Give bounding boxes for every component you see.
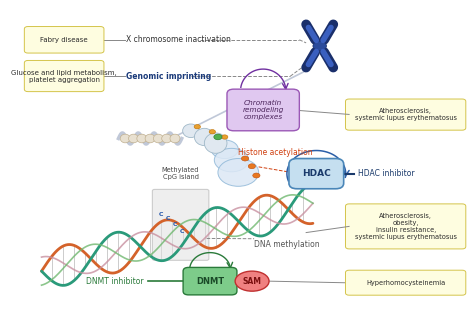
Text: Atherosclerosis,
obesity,
insulin resistance,
systemic lupus erythematosus: Atherosclerosis, obesity, insulin resist… bbox=[355, 213, 456, 240]
Text: Hyperhomocysteinemia: Hyperhomocysteinemia bbox=[366, 280, 445, 286]
Text: C: C bbox=[166, 216, 171, 221]
Text: Glucose and lipid metabolism,
platelet aggregation: Glucose and lipid metabolism, platelet a… bbox=[11, 69, 117, 83]
Text: X chromosome inactivation: X chromosome inactivation bbox=[126, 35, 231, 44]
Ellipse shape bbox=[194, 128, 214, 146]
Ellipse shape bbox=[128, 134, 138, 143]
Text: DNMT inhibitor: DNMT inhibitor bbox=[86, 277, 143, 286]
Text: HDAC inhibitor: HDAC inhibitor bbox=[358, 169, 415, 178]
Ellipse shape bbox=[170, 134, 180, 143]
Text: Chromatin
remodeling
complexes: Chromatin remodeling complexes bbox=[243, 100, 284, 120]
Ellipse shape bbox=[235, 271, 269, 291]
Text: DNMT: DNMT bbox=[196, 277, 224, 286]
Text: C: C bbox=[180, 229, 184, 234]
FancyBboxPatch shape bbox=[152, 189, 209, 260]
Circle shape bbox=[214, 134, 222, 140]
FancyBboxPatch shape bbox=[24, 61, 104, 92]
Text: SAM: SAM bbox=[243, 277, 262, 286]
Circle shape bbox=[214, 148, 249, 172]
FancyBboxPatch shape bbox=[346, 99, 466, 130]
Ellipse shape bbox=[145, 134, 155, 143]
Circle shape bbox=[253, 173, 260, 178]
Circle shape bbox=[241, 156, 249, 161]
Ellipse shape bbox=[120, 134, 130, 143]
Ellipse shape bbox=[137, 134, 147, 143]
FancyBboxPatch shape bbox=[346, 270, 466, 295]
Circle shape bbox=[194, 125, 201, 129]
Ellipse shape bbox=[162, 134, 172, 143]
Text: Genomic imprinting: Genomic imprinting bbox=[126, 72, 211, 81]
Circle shape bbox=[218, 159, 259, 186]
FancyBboxPatch shape bbox=[183, 268, 237, 295]
Text: Methylated
CpG island: Methylated CpG island bbox=[162, 167, 200, 180]
Circle shape bbox=[211, 140, 238, 159]
FancyBboxPatch shape bbox=[227, 89, 300, 131]
FancyBboxPatch shape bbox=[289, 159, 344, 189]
Text: HDAC: HDAC bbox=[302, 169, 331, 178]
Ellipse shape bbox=[182, 124, 199, 138]
Text: Atherosclerosis,
systemic lupus erythematosus: Atherosclerosis, systemic lupus erythema… bbox=[355, 108, 456, 121]
Circle shape bbox=[313, 41, 327, 51]
Ellipse shape bbox=[204, 133, 227, 153]
Text: C: C bbox=[173, 222, 177, 227]
Circle shape bbox=[221, 135, 228, 139]
Ellipse shape bbox=[154, 134, 164, 143]
FancyBboxPatch shape bbox=[24, 26, 104, 53]
Text: Fabry disease: Fabry disease bbox=[40, 37, 88, 43]
FancyBboxPatch shape bbox=[346, 204, 466, 249]
Circle shape bbox=[209, 130, 216, 134]
Text: C: C bbox=[159, 212, 164, 217]
Text: DNA methylation: DNA methylation bbox=[254, 240, 320, 249]
Circle shape bbox=[248, 164, 255, 169]
Text: Histone acetylation: Histone acetylation bbox=[238, 149, 313, 158]
